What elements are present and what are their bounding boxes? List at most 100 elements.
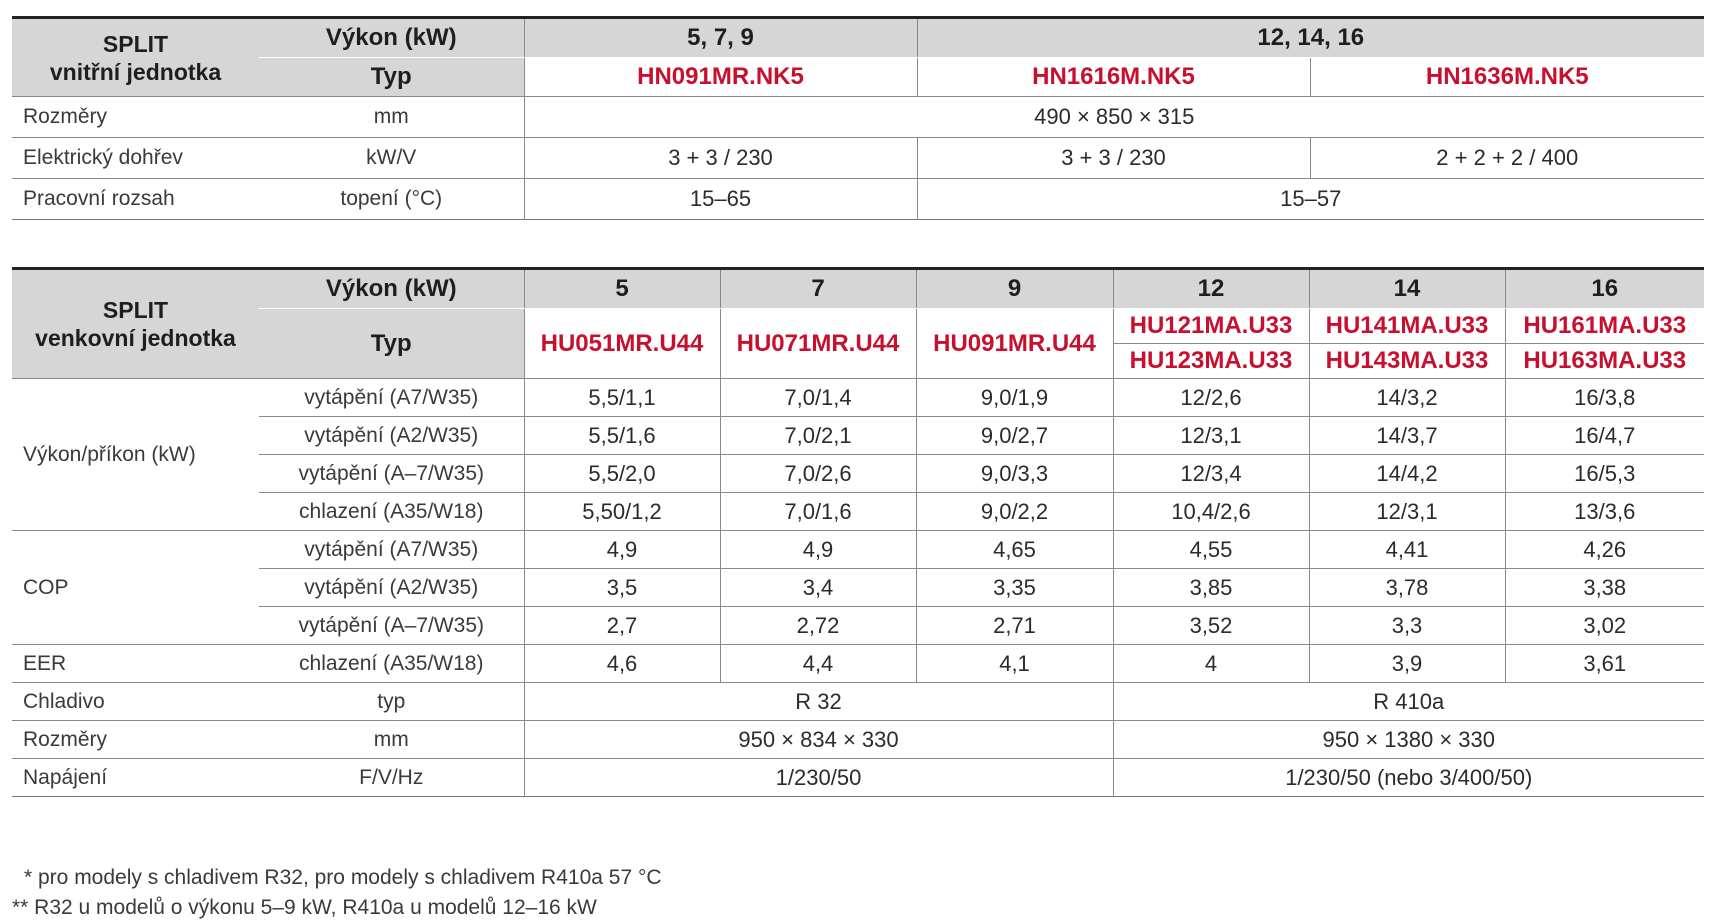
table-cell: 4,65 [915,530,1113,569]
table-cell: 14/3,2 [1308,378,1505,417]
row-label: COP [12,530,259,645]
table-cell: 9,0/3,3 [915,454,1113,493]
outdoor-model-name: HU161MA.U33 [1504,308,1704,344]
indoor-model-name: HN1636M.NK5 [1309,57,1705,97]
row-unit: kW/V [259,137,524,179]
row-condition: vytápění (A–7/W35) [259,454,524,493]
table-cell: 4,9 [719,530,916,569]
table-cell: 7,0/2,6 [719,454,916,493]
table-cell: 5,5/1,6 [523,416,720,455]
table-cell: 4,6 [523,644,720,683]
table-cell: 16/3,8 [1504,378,1704,417]
table-row: EER chlazení (A35/W18) 4,6 4,4 4,1 4 3,9… [12,644,1704,683]
table-row: Rozměry mm 950 × 834 × 330 950 × 1380 × … [12,720,1704,759]
indoor-split-subtitle: vnitřní jednotka [49,58,222,85]
table-row: vytápění (A–7/W35) 2,7 2,72 2,71 3,52 3,… [12,606,1704,645]
row-label: Chladivo [12,682,259,721]
table-cell: 9,0/2,2 [915,492,1113,531]
table-cell: 3 + 3 / 230 [523,137,917,179]
row-condition: vytápění (A7/W35) [259,378,524,417]
outdoor-model-name: HU121MA.U33 [1112,308,1309,344]
table-cell: 5,5/1,1 [523,378,720,417]
outdoor-model-name: HU141MA.U33 [1308,308,1505,344]
table-cell: 14/4,2 [1308,454,1505,493]
table-cell: 3,9 [1308,644,1505,683]
outdoor-vykon-label: Výkon (kW) [259,268,524,309]
table-row: COP vytápění (A7/W35) 4,9 4,9 4,65 4,55 … [12,530,1704,645]
row-condition: chlazení (A35/W18) [259,644,524,683]
table-cell: 12/3,4 [1112,454,1309,493]
table-cell: 3,4 [719,568,916,607]
indoor-split-header: SPLIT vnitřní jednotka [12,17,259,97]
outdoor-model-name: HU143MA.U33 [1308,343,1505,379]
indoor-model-name: HN091MR.NK5 [523,57,917,97]
table-row: vytápění (A–7/W35) 5,5/2,0 7,0/2,6 9,0/3… [12,454,1704,493]
footnote: * pro modely s chladivem R32, pro modely… [24,866,662,889]
outdoor-typ-label: Typ [259,308,524,379]
table-row: vytápění (A2/W35) 5,5/1,6 7,0/2,1 9,0/2,… [12,416,1704,455]
table-row: Pracovní rozsah topení (°C) 15–65 15–57 [12,178,1705,220]
row-condition: vytápění (A2/W35) [259,416,524,455]
outdoor-split-header: SPLIT venkovní jednotka [12,268,259,379]
table-cell: 3,52 [1112,606,1309,645]
row-label: Elektrický dohřev [12,137,259,179]
table-row: vytápění (A2/W35) 3,5 3,4 3,35 3,85 3,78… [12,568,1704,607]
table-cell: 950 × 1380 × 330 [1112,720,1704,759]
row-condition: vytápění (A–7/W35) [259,606,524,645]
indoor-group-header: 12, 14, 16 [916,17,1705,58]
table-cell: 4,9 [523,530,720,569]
table-cell: 16/5,3 [1504,454,1704,493]
table-cell: 490 × 850 × 315 [523,96,1705,138]
table-cell: 12/2,6 [1112,378,1309,417]
row-condition: chlazení (A35/W18) [259,492,524,531]
row-unit: mm [259,96,524,138]
table-cell: 3,78 [1308,568,1505,607]
indoor-split-title: SPLIT [102,30,169,57]
table-cell: R 32 [523,682,1113,721]
table-row: Elektrický dohřev kW/V 3 + 3 / 230 3 + 3… [12,137,1705,179]
table-cell: 13/3,6 [1504,492,1704,531]
table-row: Výkon/příkon (kW) vytápění (A7/W35) 5,5/… [12,378,1704,531]
table-cell: 5,50/1,2 [523,492,720,531]
table-cell: 7,0/2,1 [719,416,916,455]
table-cell: 7,0/1,4 [719,378,916,417]
outdoor-split-title: SPLIT [102,297,169,323]
table-cell: 3,5 [523,568,720,607]
footnote: ** R32 u modelů o výkonu 5–9 kW, R410a u… [12,896,597,919]
table-cell: R 410a [1112,682,1704,721]
row-unit: topení (°C) [259,178,524,220]
row-label: Výkon/příkon (kW) [12,378,259,531]
table-cell: 2,7 [523,606,720,645]
capacity-header: 14 [1308,268,1505,309]
row-label: Napájení [12,758,259,797]
table-cell: 12/3,1 [1112,416,1309,455]
table-cell: 5,5/2,0 [523,454,720,493]
row-unit: typ [259,682,524,721]
indoor-model-name: HN1616M.NK5 [916,57,1310,97]
indoor-unit-table: SPLIT vnitřní jednotka Výkon (kW) 5, 7, … [12,16,1705,220]
table-cell: 4,55 [1112,530,1309,569]
table-cell: 7,0/1,6 [719,492,916,531]
capacity-header: 7 [719,268,916,309]
table-cell: 14/3,7 [1308,416,1505,455]
indoor-typ-label: Typ [259,57,524,97]
table-cell: 1/230/50 [523,758,1113,797]
table-row: Rozměry mm 490 × 850 × 315 [12,96,1705,138]
table-cell: 4,26 [1504,530,1704,569]
outdoor-split-subtitle: venkovní jednotka [35,325,236,351]
outdoor-unit-table: SPLIT venkovní jednotka Výkon (kW) 5 7 9… [12,267,1704,797]
table-cell: 4,1 [915,644,1113,683]
table-cell: 4,41 [1308,530,1505,569]
table-cell: 3,35 [915,568,1113,607]
capacity-header: 5 [523,268,720,309]
table-row: Chladivo typ R 32 R 410a [12,682,1704,721]
table-cell: 9,0/2,7 [915,416,1113,455]
table-cell: 3,02 [1504,606,1704,645]
table-cell: 10,4/2,6 [1112,492,1309,531]
table-cell: 1/230/50 (nebo 3/400/50) [1112,758,1704,797]
outdoor-model-name: HU051MR.U44 [523,308,720,379]
table-cell: 4 [1112,644,1309,683]
row-condition: vytápění (A2/W35) [259,568,524,607]
table-cell: 3 + 3 / 230 [916,137,1310,179]
row-condition: vytápění (A7/W35) [259,530,524,569]
